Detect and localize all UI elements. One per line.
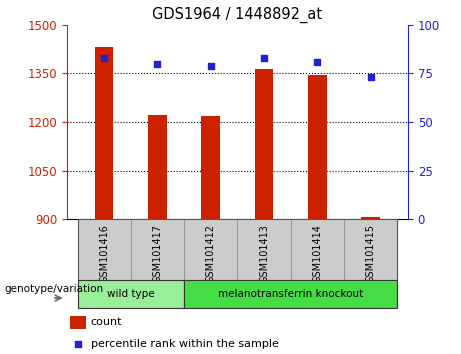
Bar xyxy=(237,219,291,280)
Point xyxy=(260,55,268,61)
Bar xyxy=(291,219,344,280)
Bar xyxy=(255,69,273,219)
Text: GSM101414: GSM101414 xyxy=(313,224,322,283)
Point xyxy=(74,341,82,347)
Text: GSM101413: GSM101413 xyxy=(259,224,269,283)
Bar xyxy=(77,280,184,308)
Bar xyxy=(131,219,184,280)
Bar xyxy=(201,116,220,219)
Bar xyxy=(184,219,237,280)
Bar xyxy=(70,316,86,329)
Point xyxy=(154,61,161,67)
Point xyxy=(313,59,321,64)
Title: GDS1964 / 1448892_at: GDS1964 / 1448892_at xyxy=(152,7,323,23)
Text: genotype/variation: genotype/variation xyxy=(5,284,104,293)
Point xyxy=(100,55,108,61)
Bar xyxy=(95,47,113,219)
Bar xyxy=(148,115,167,219)
Text: GSM101417: GSM101417 xyxy=(153,224,162,283)
Bar xyxy=(308,75,327,219)
Bar xyxy=(344,219,397,280)
Point xyxy=(367,74,374,80)
Text: GSM101415: GSM101415 xyxy=(366,224,376,283)
Text: count: count xyxy=(91,317,122,327)
Bar xyxy=(77,219,131,280)
Text: GSM101412: GSM101412 xyxy=(206,224,216,283)
Text: wild type: wild type xyxy=(107,289,154,299)
Text: GSM101416: GSM101416 xyxy=(99,224,109,283)
Bar xyxy=(184,280,397,308)
Text: melanotransferrin knockout: melanotransferrin knockout xyxy=(218,289,363,299)
Bar xyxy=(361,217,380,219)
Point xyxy=(207,63,214,68)
Text: percentile rank within the sample: percentile rank within the sample xyxy=(91,339,278,349)
